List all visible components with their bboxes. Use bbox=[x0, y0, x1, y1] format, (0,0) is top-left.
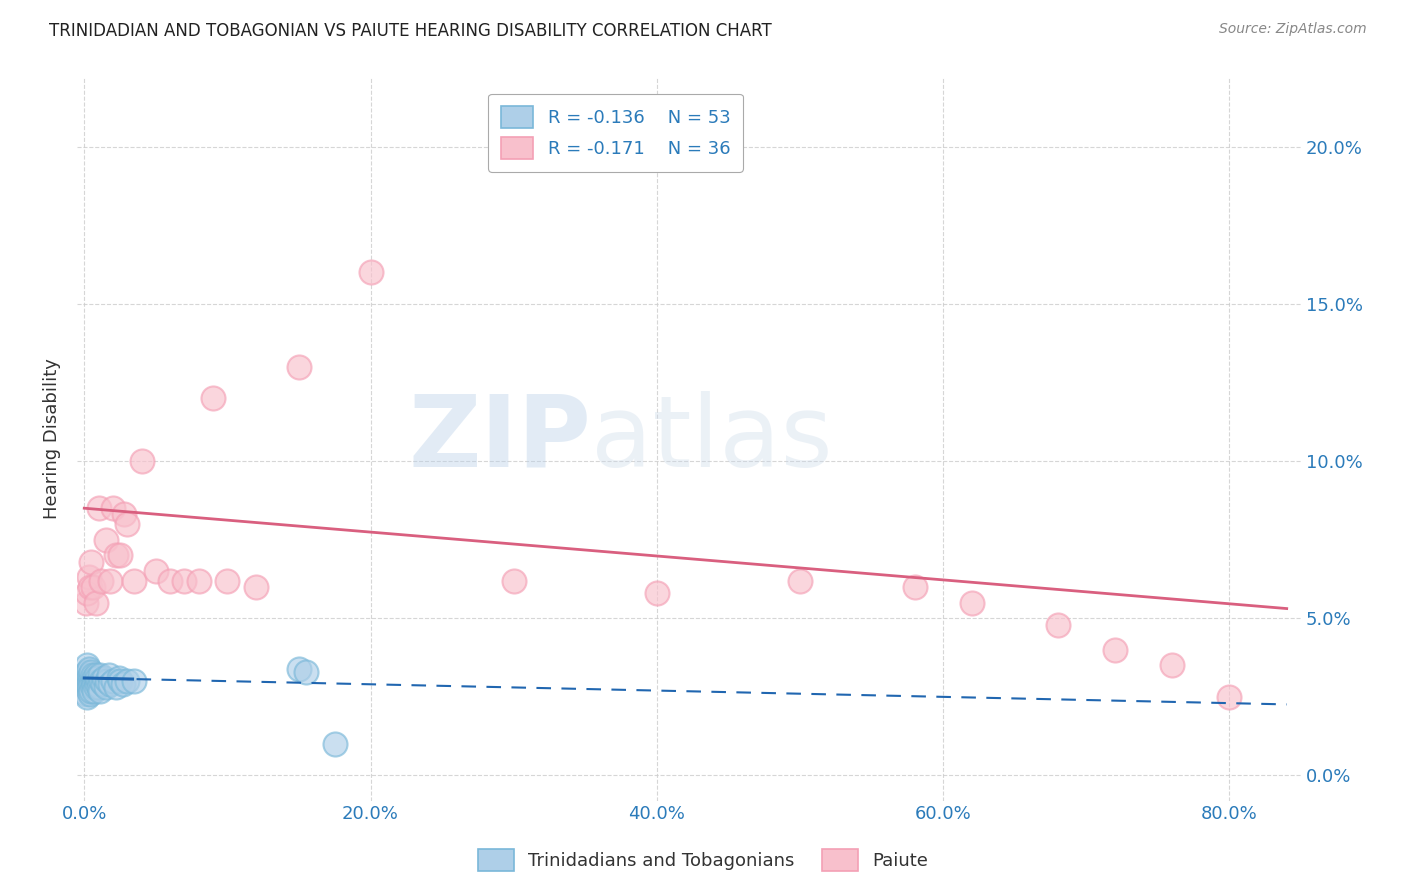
Point bbox=[111, 677, 134, 691]
Point bbox=[217, 574, 239, 588]
Point bbox=[124, 574, 146, 588]
Point bbox=[93, 671, 115, 685]
Point bbox=[90, 674, 112, 689]
Point bbox=[107, 671, 129, 685]
Point bbox=[84, 668, 107, 682]
Point bbox=[502, 574, 524, 588]
Point bbox=[80, 665, 103, 679]
Y-axis label: Hearing Disability: Hearing Disability bbox=[44, 359, 60, 519]
Point bbox=[131, 454, 153, 468]
Point bbox=[101, 674, 124, 689]
Point bbox=[77, 677, 100, 691]
Point bbox=[80, 671, 103, 685]
Point bbox=[323, 737, 346, 751]
Point bbox=[75, 595, 97, 609]
Point bbox=[112, 508, 135, 522]
Point bbox=[173, 574, 195, 588]
Point bbox=[86, 677, 108, 691]
Point bbox=[76, 665, 98, 679]
Point bbox=[108, 549, 131, 563]
Point bbox=[83, 677, 105, 691]
Point bbox=[77, 662, 100, 676]
Point bbox=[83, 671, 105, 685]
Point bbox=[82, 580, 104, 594]
Text: TRINIDADIAN AND TOBAGONIAN VS PAIUTE HEARING DISABILITY CORRELATION CHART: TRINIDADIAN AND TOBAGONIAN VS PAIUTE HEA… bbox=[49, 22, 772, 40]
Point bbox=[91, 677, 114, 691]
Text: atlas: atlas bbox=[591, 391, 832, 488]
Point bbox=[97, 668, 120, 682]
Point bbox=[124, 674, 146, 689]
Point bbox=[75, 681, 97, 695]
Point bbox=[76, 674, 98, 689]
Point bbox=[80, 677, 103, 691]
Point bbox=[82, 674, 104, 689]
Point bbox=[1046, 617, 1069, 632]
Point bbox=[295, 665, 318, 679]
Point bbox=[76, 690, 98, 704]
Point bbox=[1104, 642, 1126, 657]
Point bbox=[77, 683, 100, 698]
Point bbox=[86, 671, 108, 685]
Point bbox=[84, 681, 107, 695]
Point bbox=[75, 668, 97, 682]
Point bbox=[903, 580, 925, 594]
Point bbox=[76, 658, 98, 673]
Point bbox=[82, 681, 104, 695]
Point bbox=[87, 501, 110, 516]
Point bbox=[90, 574, 112, 588]
Point bbox=[94, 533, 117, 547]
Point bbox=[79, 580, 101, 594]
Point bbox=[87, 674, 110, 689]
Point bbox=[115, 516, 138, 531]
Point bbox=[80, 555, 103, 569]
Point bbox=[1161, 658, 1184, 673]
Point bbox=[187, 574, 209, 588]
Text: Source: ZipAtlas.com: Source: ZipAtlas.com bbox=[1219, 22, 1367, 37]
Point bbox=[145, 564, 167, 578]
Point bbox=[360, 265, 382, 279]
Point bbox=[84, 674, 107, 689]
Point bbox=[89, 668, 111, 682]
Point bbox=[98, 677, 121, 691]
Point bbox=[80, 683, 103, 698]
Point bbox=[288, 359, 311, 374]
Point bbox=[89, 683, 111, 698]
Point bbox=[77, 681, 100, 695]
Point bbox=[84, 595, 107, 609]
Point bbox=[960, 595, 983, 609]
Point bbox=[79, 687, 101, 701]
Point bbox=[79, 674, 101, 689]
Point bbox=[82, 668, 104, 682]
Point bbox=[79, 668, 101, 682]
Point bbox=[645, 586, 668, 600]
Point bbox=[77, 570, 100, 584]
Point bbox=[77, 671, 100, 685]
Text: ZIP: ZIP bbox=[408, 391, 591, 488]
Point bbox=[104, 681, 127, 695]
Point bbox=[101, 501, 124, 516]
Point bbox=[789, 574, 811, 588]
Point bbox=[96, 674, 118, 689]
Point bbox=[159, 574, 181, 588]
Point bbox=[98, 574, 121, 588]
Point bbox=[1218, 690, 1240, 704]
Point bbox=[288, 662, 311, 676]
Point bbox=[202, 391, 225, 405]
Point bbox=[245, 580, 267, 594]
Point bbox=[75, 687, 97, 701]
Legend: R = -0.136    N = 53, R = -0.171    N = 36: R = -0.136 N = 53, R = -0.171 N = 36 bbox=[488, 94, 744, 172]
Point bbox=[115, 674, 138, 689]
Point bbox=[87, 681, 110, 695]
Point bbox=[94, 681, 117, 695]
Point bbox=[104, 549, 127, 563]
Point bbox=[73, 674, 96, 689]
Point bbox=[76, 586, 98, 600]
Point bbox=[108, 674, 131, 689]
Legend: Trinidadians and Tobagonians, Paiute: Trinidadians and Tobagonians, Paiute bbox=[471, 842, 935, 879]
Point bbox=[79, 681, 101, 695]
Point bbox=[83, 683, 105, 698]
